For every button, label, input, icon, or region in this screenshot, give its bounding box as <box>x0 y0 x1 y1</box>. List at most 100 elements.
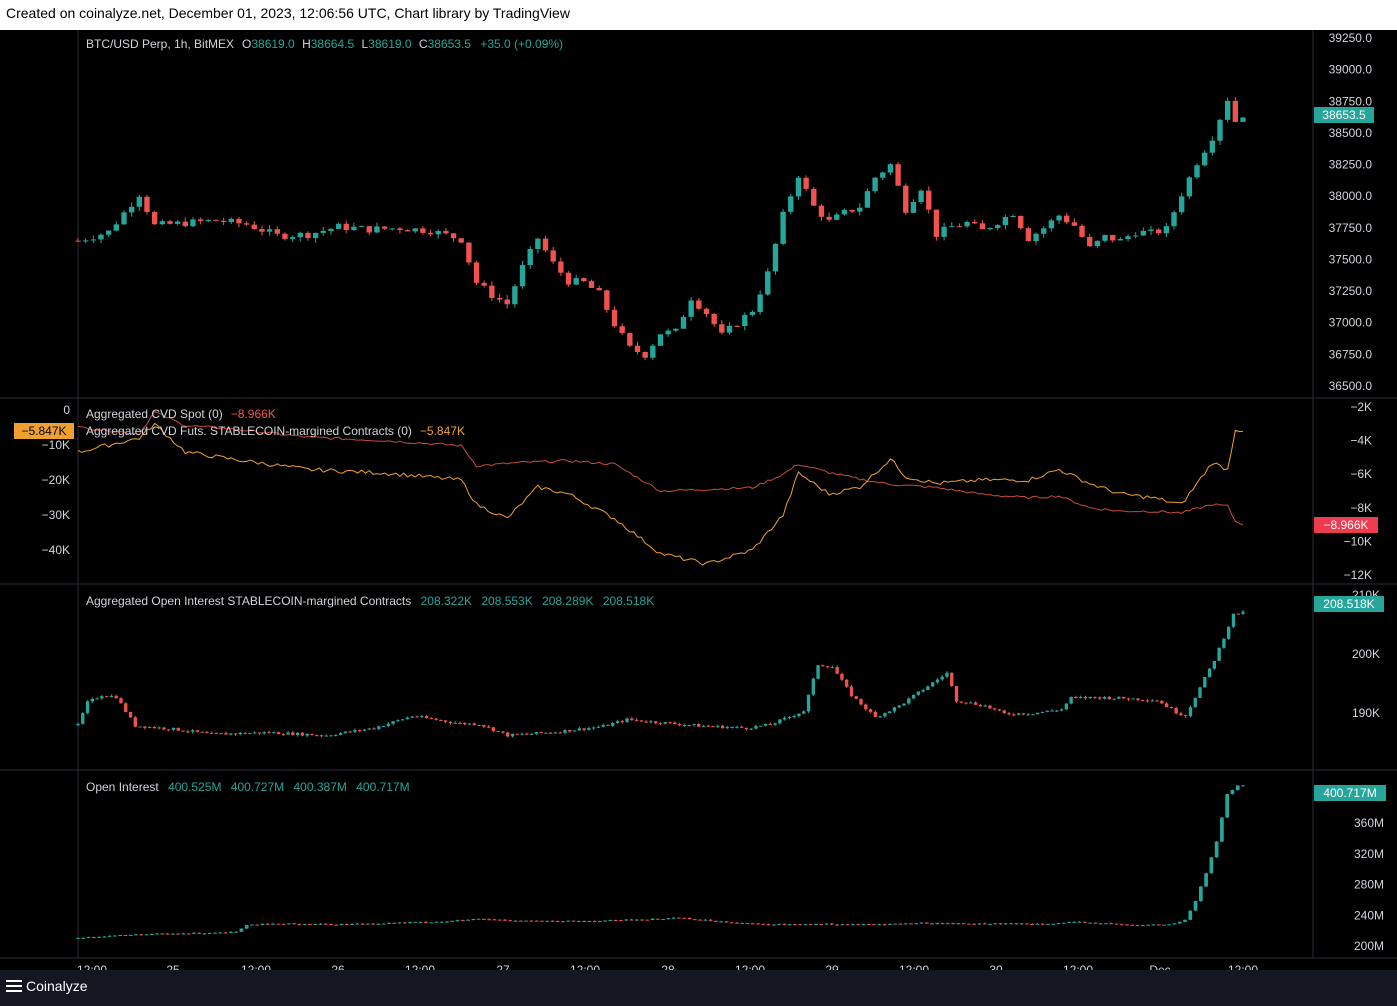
oi-candle <box>1035 923 1040 925</box>
price-candle <box>404 230 411 232</box>
agg-oi-candle <box>649 721 653 723</box>
price-candle <box>1125 236 1131 239</box>
oi-candle <box>798 924 803 926</box>
agg-oi-candle <box>472 723 476 726</box>
agg-oi-candle <box>988 705 992 709</box>
price-candle <box>512 286 518 305</box>
time-tick: 12:00 <box>241 963 271 970</box>
oi-candle <box>1193 901 1198 911</box>
agg-oi-candle <box>1198 687 1202 698</box>
cvd-right-label-bg <box>1314 517 1378 533</box>
oi-candle <box>824 923 829 925</box>
agg-oi-candle <box>420 716 424 718</box>
agg-oi-tick: 190K <box>1352 706 1380 720</box>
price-candle <box>565 272 572 285</box>
menu-icon[interactable] <box>6 980 22 992</box>
oi-candle <box>887 923 892 925</box>
oi-candle <box>845 924 850 926</box>
agg-oi-candle <box>544 732 548 734</box>
agg-oi-candle <box>787 717 792 719</box>
oi-candle <box>656 918 660 920</box>
oi-candle <box>139 934 144 936</box>
cvd-right-label: −8.966K <box>1323 518 1368 532</box>
agg-oi-candle <box>434 718 438 720</box>
price-candle <box>857 207 863 212</box>
price-candle <box>627 333 633 346</box>
agg-oi-candle <box>286 732 290 735</box>
agg-oi-candle <box>90 698 94 702</box>
agg-oi-candle <box>358 730 362 732</box>
price-candle <box>1056 215 1062 221</box>
price-candle <box>274 229 280 234</box>
brand-logo[interactable]: Coinalyze <box>6 978 87 994</box>
price-candle <box>75 240 81 242</box>
time-tick: 12:00 <box>735 963 765 970</box>
oi-candle <box>244 925 249 929</box>
agg-oi-candle <box>1217 647 1221 661</box>
agg-oi-candle <box>143 726 147 728</box>
price-candle <box>381 226 388 229</box>
price-candle <box>527 248 533 266</box>
cvd-right-tick: −10K <box>1344 534 1372 548</box>
cvd-pane[interactable] <box>77 410 1244 566</box>
price-candle <box>588 281 595 288</box>
oi-candle <box>508 920 513 922</box>
price-pane[interactable] <box>75 97 1246 361</box>
price-candle <box>1071 222 1078 226</box>
price-candle <box>1033 233 1039 242</box>
price-candle <box>995 225 1001 229</box>
agg-oi-candle <box>835 667 839 674</box>
agg-oi-candle <box>1227 626 1231 639</box>
agg-oi-candle <box>868 709 873 712</box>
agg-oi-candle <box>763 723 768 726</box>
oi-candle <box>192 932 196 934</box>
oi-candle <box>308 923 312 925</box>
price-tick: 37750.0 <box>1329 221 1373 235</box>
time-tick: 12:00 <box>570 963 600 970</box>
agg-oi-candle <box>1088 696 1092 699</box>
oi-candle <box>197 932 202 934</box>
oi-candle <box>223 932 228 934</box>
agg-oi-candle <box>563 730 567 733</box>
agg-oi-candle <box>1169 707 1174 709</box>
price-candle <box>312 232 319 239</box>
chart-area[interactable]: 39250.0 39000.0 38750.0 38500.0 38250.0 38000… <box>0 30 1397 977</box>
agg-oi-candle <box>1150 700 1154 702</box>
agg-oi-pane[interactable] <box>76 610 1245 738</box>
price-candle <box>535 238 541 249</box>
price-candle <box>504 299 510 305</box>
agg-oi-candle <box>501 731 505 733</box>
agg-oi-candle <box>396 720 400 722</box>
oi-candle <box>1056 923 1061 925</box>
agg-oi-candle <box>873 711 878 717</box>
price-candle <box>358 226 365 228</box>
time-tick: 25 <box>166 963 180 970</box>
oi-candle <box>1072 921 1077 923</box>
agg-oi-candle <box>353 730 357 732</box>
price-candle <box>1156 229 1162 234</box>
agg-oi-candle <box>214 732 219 734</box>
oi-candle <box>397 922 402 924</box>
agg-oi-candle <box>558 732 562 734</box>
oi-tick: 320M <box>1354 847 1384 861</box>
agg-oi-candle <box>334 734 338 736</box>
price-candle <box>933 209 940 237</box>
oi-candle <box>107 935 112 937</box>
oi-candle <box>234 931 238 933</box>
agg-oi-candle <box>272 732 276 734</box>
price-candle <box>749 311 756 315</box>
oi-candle <box>376 923 381 925</box>
price-tick: 38500.0 <box>1329 126 1373 140</box>
price-candle <box>1064 215 1070 223</box>
agg-oi-candle <box>377 726 381 729</box>
price-candle <box>811 188 817 206</box>
price-candle <box>159 221 165 225</box>
agg-oi-candle <box>697 724 701 727</box>
agg-oi-candle <box>1174 708 1178 714</box>
oi-pane[interactable] <box>76 785 1245 939</box>
price-candle <box>489 285 495 298</box>
agg-oi-candle <box>897 705 901 708</box>
agg-oi-candle <box>735 726 739 728</box>
oi-candle <box>1088 922 1092 924</box>
price-candle <box>1186 177 1193 197</box>
